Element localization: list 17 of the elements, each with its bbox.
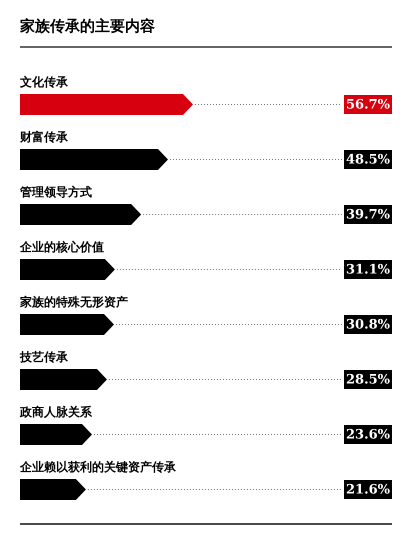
category: 企业的核心价值 [20,240,104,254]
value-label: 48.5% [344,150,392,169]
category: 家族的特殊无形资产 [20,295,128,309]
category: 企业赖以获利的关键资产传承 [20,460,176,474]
title: 家族传承的主要内容 [20,17,155,35]
category: 政商人脉关系 [20,405,92,419]
value-label: 30.8% [344,315,392,334]
category: 技艺传承 [20,350,68,364]
category: 管理领导方式 [20,185,92,199]
value-label: 31.1% [344,260,392,279]
value-label: 56.7% [344,95,392,114]
value-label: 23.6% [344,425,392,444]
value-label: 28.5% [344,370,392,389]
category: 文化传承 [20,75,68,89]
value-label: 21.6% [344,480,392,499]
category: 财富传承 [20,130,68,144]
value-label: 39.7% [344,205,392,224]
